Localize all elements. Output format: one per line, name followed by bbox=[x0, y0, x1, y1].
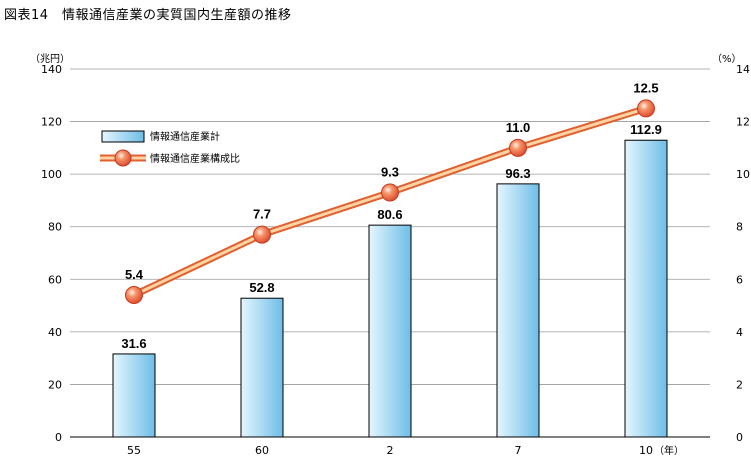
right-tick-label: 10 bbox=[736, 168, 750, 181]
legend-bar-swatch bbox=[101, 130, 145, 143]
bar bbox=[240, 297, 284, 438]
left-tick-label: 140 bbox=[41, 63, 62, 76]
right-tick-label: 12 bbox=[736, 116, 750, 129]
right-tick-label: 0 bbox=[736, 431, 743, 444]
line-point bbox=[381, 183, 399, 202]
axes: 0 20 40 60 80 100 120 140 0 2 4 6 8 10 12 14 （兆円） （%） 55 60… bbox=[30, 53, 750, 457]
line-value-label: 9.3 bbox=[381, 165, 399, 180]
left-axis-unit: （兆円） bbox=[30, 53, 70, 65]
data-labels: 31.6 52.8 80.6 96.3 112.9 5.4 7.7 9.3 11.0 12.5 bbox=[121, 80, 662, 351]
line-value-label: 12.5 bbox=[633, 80, 658, 95]
x-tick-label: 2 bbox=[387, 444, 394, 457]
x-tick-label: 60 bbox=[255, 444, 269, 457]
bar-value-label: 80.6 bbox=[377, 207, 402, 222]
x-tick-label: 10 bbox=[639, 444, 653, 457]
right-tick-label: 14 bbox=[736, 63, 750, 76]
legend-line-label: 情報通信産業構成比 bbox=[150, 152, 240, 165]
right-tick-label: 4 bbox=[736, 326, 743, 339]
bar-series bbox=[112, 139, 668, 438]
chart-title: 図表14 情報通信産業の実質国内生産額の推移 bbox=[4, 8, 292, 23]
right-axis-unit: （%） bbox=[712, 53, 742, 65]
bar-value-label: 112.9 bbox=[630, 122, 662, 137]
right-tick-label: 6 bbox=[736, 273, 743, 286]
left-tick-label: 120 bbox=[41, 116, 62, 129]
left-tick-label: 40 bbox=[48, 326, 62, 339]
x-tick-label: 7 bbox=[515, 444, 522, 457]
left-tick-label: 80 bbox=[48, 221, 62, 234]
left-tick-label: 100 bbox=[41, 168, 62, 181]
line-value-label: 5.4 bbox=[125, 267, 144, 282]
left-tick-label: 20 bbox=[48, 378, 62, 391]
bar bbox=[112, 353, 156, 438]
line-value-label: 11.0 bbox=[506, 120, 531, 135]
bar-value-label: 52.8 bbox=[249, 280, 274, 295]
legend-bar-label: 情報通信産業計 bbox=[150, 130, 220, 143]
line-point bbox=[637, 99, 655, 118]
line-point bbox=[125, 286, 143, 305]
bar bbox=[624, 139, 668, 438]
line-value-label: 7.7 bbox=[253, 207, 271, 222]
line-point bbox=[253, 225, 271, 244]
legend-line-marker bbox=[114, 149, 132, 167]
left-tick-label: 60 bbox=[48, 273, 62, 286]
bar-value-label: 31.6 bbox=[121, 336, 146, 351]
left-tick-label: 0 bbox=[55, 431, 62, 444]
x-tick-label: 55 bbox=[127, 444, 141, 457]
bar bbox=[368, 224, 412, 438]
right-tick-label: 2 bbox=[736, 378, 743, 391]
line-series bbox=[125, 99, 655, 305]
bar-value-label: 96.3 bbox=[505, 166, 530, 181]
line-point bbox=[509, 138, 527, 157]
right-tick-label: 8 bbox=[736, 221, 743, 234]
x-axis-unit: （年） bbox=[654, 444, 684, 457]
bar bbox=[496, 183, 540, 438]
